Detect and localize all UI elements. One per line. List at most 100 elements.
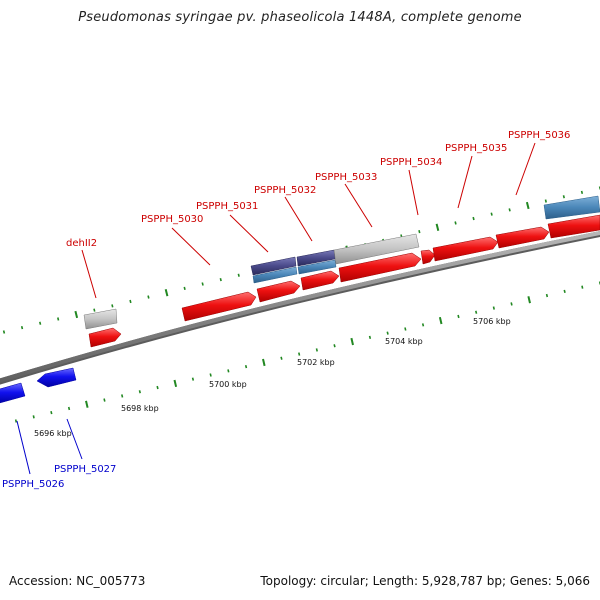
minor-tick xyxy=(209,373,212,377)
gene-label-PSPPH_5034[interactable]: PSPPH_5034 xyxy=(380,157,442,168)
major-tick xyxy=(74,310,79,319)
minor-tick xyxy=(492,306,495,310)
feature-box-dark[interactable] xyxy=(296,249,336,267)
major-tick xyxy=(435,223,440,231)
gene-arrow-PSPPH_5031[interactable] xyxy=(256,280,301,303)
gene-label-PSPPH_5032[interactable]: PSPPH_5032 xyxy=(254,185,316,196)
scale-label: 5698 kbp xyxy=(121,404,159,413)
minor-tick xyxy=(368,335,372,339)
minor-tick xyxy=(418,230,421,234)
minor-tick xyxy=(103,398,106,402)
major-tick xyxy=(173,379,178,388)
scale-label: 5700 kbp xyxy=(209,380,247,389)
minor-tick xyxy=(201,282,204,286)
gene-label-dehII2[interactable]: dehII2 xyxy=(66,238,97,249)
feature-box-steel[interactable] xyxy=(543,195,600,220)
scale-labels: 5696 kbp 5698 kbp 5700 kbp 5702 kbp 5704… xyxy=(34,317,511,438)
minor-tick xyxy=(14,419,18,423)
major-tick xyxy=(85,400,89,408)
gene-arrow-PSPPH_5036[interactable] xyxy=(495,226,550,249)
minor-tick xyxy=(191,377,195,381)
scale-label: 5704 kbp xyxy=(385,337,423,346)
major-tick xyxy=(525,201,530,210)
gene-arrow-PSPPH_5027[interactable] xyxy=(36,367,77,388)
minor-tick xyxy=(93,308,96,312)
minor-tick xyxy=(280,356,283,360)
genome-backbone xyxy=(0,230,600,385)
scale-label: 5696 kbp xyxy=(34,429,72,438)
gene-arrow-PSPPH_5033[interactable] xyxy=(338,252,422,283)
minor-tick xyxy=(580,190,584,194)
minor-tick xyxy=(156,385,159,390)
gene-arrow-PSPPH_5035[interactable] xyxy=(432,236,499,262)
feature-box-gray[interactable] xyxy=(333,233,420,265)
minor-tick xyxy=(508,208,511,212)
minor-tick xyxy=(315,348,318,352)
major-tick xyxy=(438,316,443,325)
minor-tick xyxy=(244,365,248,369)
feature-box-steel[interactable] xyxy=(252,266,298,284)
minor-tick xyxy=(457,314,460,319)
minor-tick xyxy=(121,394,124,398)
major-tick xyxy=(164,289,169,297)
gene-label-PSPPH_5033[interactable]: PSPPH_5033 xyxy=(315,172,377,183)
major-tick xyxy=(527,296,531,304)
minor-tick xyxy=(563,289,566,293)
major-tick xyxy=(350,337,354,346)
gene-arrow-PSPPH_5026[interactable] xyxy=(0,382,26,404)
minor-tick xyxy=(67,406,71,411)
feature-box-dark[interactable] xyxy=(250,256,297,276)
gene-label-PSPPH_5030[interactable]: PSPPH_5030 xyxy=(141,214,203,225)
topology-text: Topology: circular; Length: 5,928,787 bp… xyxy=(260,574,590,588)
minor-tick xyxy=(39,321,42,325)
minor-tick xyxy=(333,344,336,348)
gene-arrow-continuing[interactable] xyxy=(547,214,600,239)
gene-label-PSPPH_5031[interactable]: PSPPH_5031 xyxy=(196,201,258,212)
minor-tick xyxy=(50,411,53,415)
gene-label-PSPPH_5036[interactable]: PSPPH_5036 xyxy=(508,130,570,141)
gene-arrow-PSPPH_5030[interactable] xyxy=(181,291,257,322)
minor-tick xyxy=(57,317,60,321)
reverse-genes xyxy=(0,367,77,404)
gene-arrow-dehII2[interactable] xyxy=(88,327,122,348)
minor-tick xyxy=(490,212,493,216)
minor-tick xyxy=(147,295,150,299)
gene-label-PSPPH_5027[interactable]: PSPPH_5027 xyxy=(54,464,116,475)
gene-label-PSPPH_5035[interactable]: PSPPH_5035 xyxy=(445,143,507,154)
major-tick xyxy=(262,358,266,367)
minor-tick xyxy=(421,323,425,327)
minor-tick xyxy=(581,285,584,289)
minor-tick xyxy=(562,195,565,199)
minor-tick xyxy=(111,304,114,308)
label-leaders xyxy=(16,142,536,475)
minor-tick xyxy=(475,310,478,314)
gene-box-dehII2-feature[interactable] xyxy=(83,308,118,330)
forward-genes xyxy=(83,195,600,348)
minor-tick xyxy=(227,369,230,373)
gene-arrow-PSPPH_5034[interactable] xyxy=(420,249,436,265)
gene-arrow-PSPPH_5032[interactable] xyxy=(300,270,340,291)
minor-tick xyxy=(183,286,186,290)
scale-label: 5702 kbp xyxy=(297,358,335,367)
minor-tick xyxy=(472,216,475,221)
scale-label: 5706 kbp xyxy=(473,317,511,326)
minor-tick xyxy=(454,221,457,225)
minor-tick xyxy=(138,390,141,394)
minor-tick xyxy=(20,326,24,330)
minor-tick xyxy=(2,330,6,334)
gene-label-PSPPH_5026[interactable]: PSPPH_5026 xyxy=(2,479,64,490)
minor-tick xyxy=(219,278,222,282)
minor-tick xyxy=(510,302,513,306)
genome-title: Pseudomonas syringae pv. phaseolicola 14… xyxy=(78,10,522,25)
minor-tick xyxy=(32,415,35,419)
feature-box-steel[interactable] xyxy=(297,259,337,275)
minor-tick xyxy=(544,199,547,203)
minor-tick xyxy=(129,299,132,304)
minor-tick xyxy=(545,293,549,298)
minor-tick xyxy=(298,352,301,356)
minor-tick xyxy=(386,331,389,335)
accession-text: Accession: NC_005773 xyxy=(9,574,146,588)
minor-tick xyxy=(237,273,240,277)
